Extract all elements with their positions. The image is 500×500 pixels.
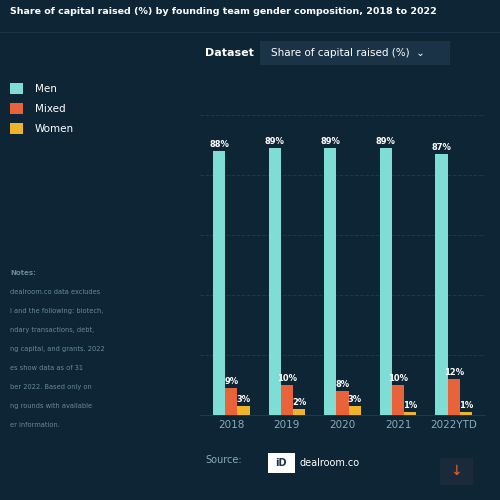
Text: Dataset: Dataset (205, 48, 254, 58)
Text: 10%: 10% (277, 374, 297, 382)
Bar (336, 391, 348, 415)
Text: Share of capital raised (%)  ⌄: Share of capital raised (%) ⌄ (272, 48, 426, 58)
Text: 3%: 3% (236, 394, 250, 404)
Text: 88%: 88% (209, 140, 229, 148)
Text: l and the following: biotech,: l and the following: biotech, (10, 308, 104, 314)
Text: 87%: 87% (432, 142, 452, 152)
Bar (404, 412, 416, 415)
Bar (324, 148, 336, 415)
Text: Share of capital raised (%) by founding team gender composition, 2018 to 2022: Share of capital raised (%) by founding … (10, 8, 437, 16)
Text: ng rounds with available: ng rounds with available (10, 403, 92, 409)
Text: 9%: 9% (224, 376, 238, 386)
Bar (460, 412, 472, 415)
Text: iD: iD (276, 458, 287, 468)
Text: Men: Men (35, 84, 57, 94)
Text: Women: Women (35, 124, 74, 134)
Bar (348, 406, 361, 415)
Text: 3%: 3% (348, 394, 362, 404)
Text: 12%: 12% (444, 368, 464, 376)
Bar (213, 151, 225, 415)
Text: ng capital, and grants. 2022: ng capital, and grants. 2022 (10, 346, 105, 352)
Text: 2%: 2% (292, 398, 306, 406)
Bar (238, 406, 250, 415)
Text: 89%: 89% (376, 136, 396, 145)
Text: 10%: 10% (388, 374, 408, 382)
Text: es show data as of 31: es show data as of 31 (10, 365, 83, 371)
Bar (448, 379, 460, 415)
Text: 1%: 1% (459, 400, 473, 409)
Text: dealroom.co data excludes: dealroom.co data excludes (10, 289, 100, 295)
Bar (380, 148, 392, 415)
Bar (392, 385, 404, 415)
Text: ndary transactions, debt,: ndary transactions, debt, (10, 327, 94, 333)
Bar (436, 154, 448, 415)
Text: Mixed: Mixed (35, 104, 66, 114)
Text: 89%: 89% (264, 136, 284, 145)
Bar (281, 385, 293, 415)
Text: 89%: 89% (320, 136, 340, 145)
Text: Source:: Source: (205, 455, 242, 465)
Text: dealroom.co: dealroom.co (300, 458, 360, 468)
Bar (293, 409, 305, 415)
Text: 1%: 1% (403, 400, 417, 409)
Text: 8%: 8% (336, 380, 349, 388)
Text: ber 2022. Based only on: ber 2022. Based only on (10, 384, 92, 390)
Y-axis label: % of total capital raised / deals: % of total capital raised / deals (162, 194, 172, 336)
Bar (268, 148, 281, 415)
Text: Notes:: Notes: (10, 270, 36, 276)
Bar (225, 388, 237, 415)
Text: ↓: ↓ (450, 464, 462, 478)
Text: er information.: er information. (10, 422, 60, 428)
